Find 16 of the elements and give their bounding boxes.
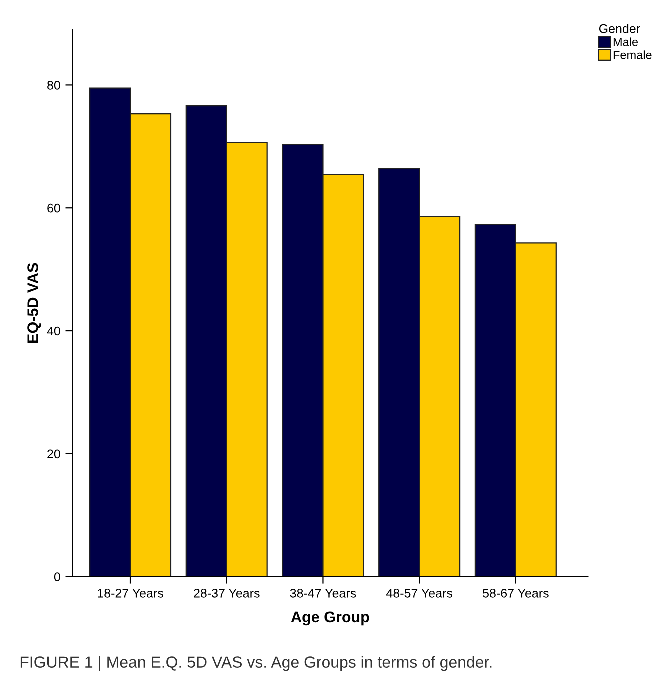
legend-label: Male (614, 38, 638, 46)
x-tick-label: 58-67 Years (483, 588, 549, 598)
y-axis-title: EQ-5D VAS (28, 263, 42, 343)
y-tick-label: 0 (54, 572, 60, 582)
y-tick-label: 20 (48, 450, 60, 459)
legend-title: Gender (599, 24, 640, 34)
y-tick-label: 80 (48, 80, 60, 90)
x-tick-label: 18-27 Years (98, 588, 164, 598)
caption: FIGURE 1 | Mean E.Q. 5D VAS vs. Age Groups in terms of gender. (20, 656, 492, 672)
y-tick-label: 60 (48, 204, 60, 213)
y-tick-label: 40 (47, 326, 60, 336)
x-axis-title: Age Group (291, 612, 370, 626)
legend-label: Female (614, 50, 652, 60)
x-tick-label: 48-57 Years (386, 588, 452, 598)
x-tick-label: 28-37 Years (194, 588, 260, 598)
x-tick-label: 38-47 Years (290, 588, 356, 598)
